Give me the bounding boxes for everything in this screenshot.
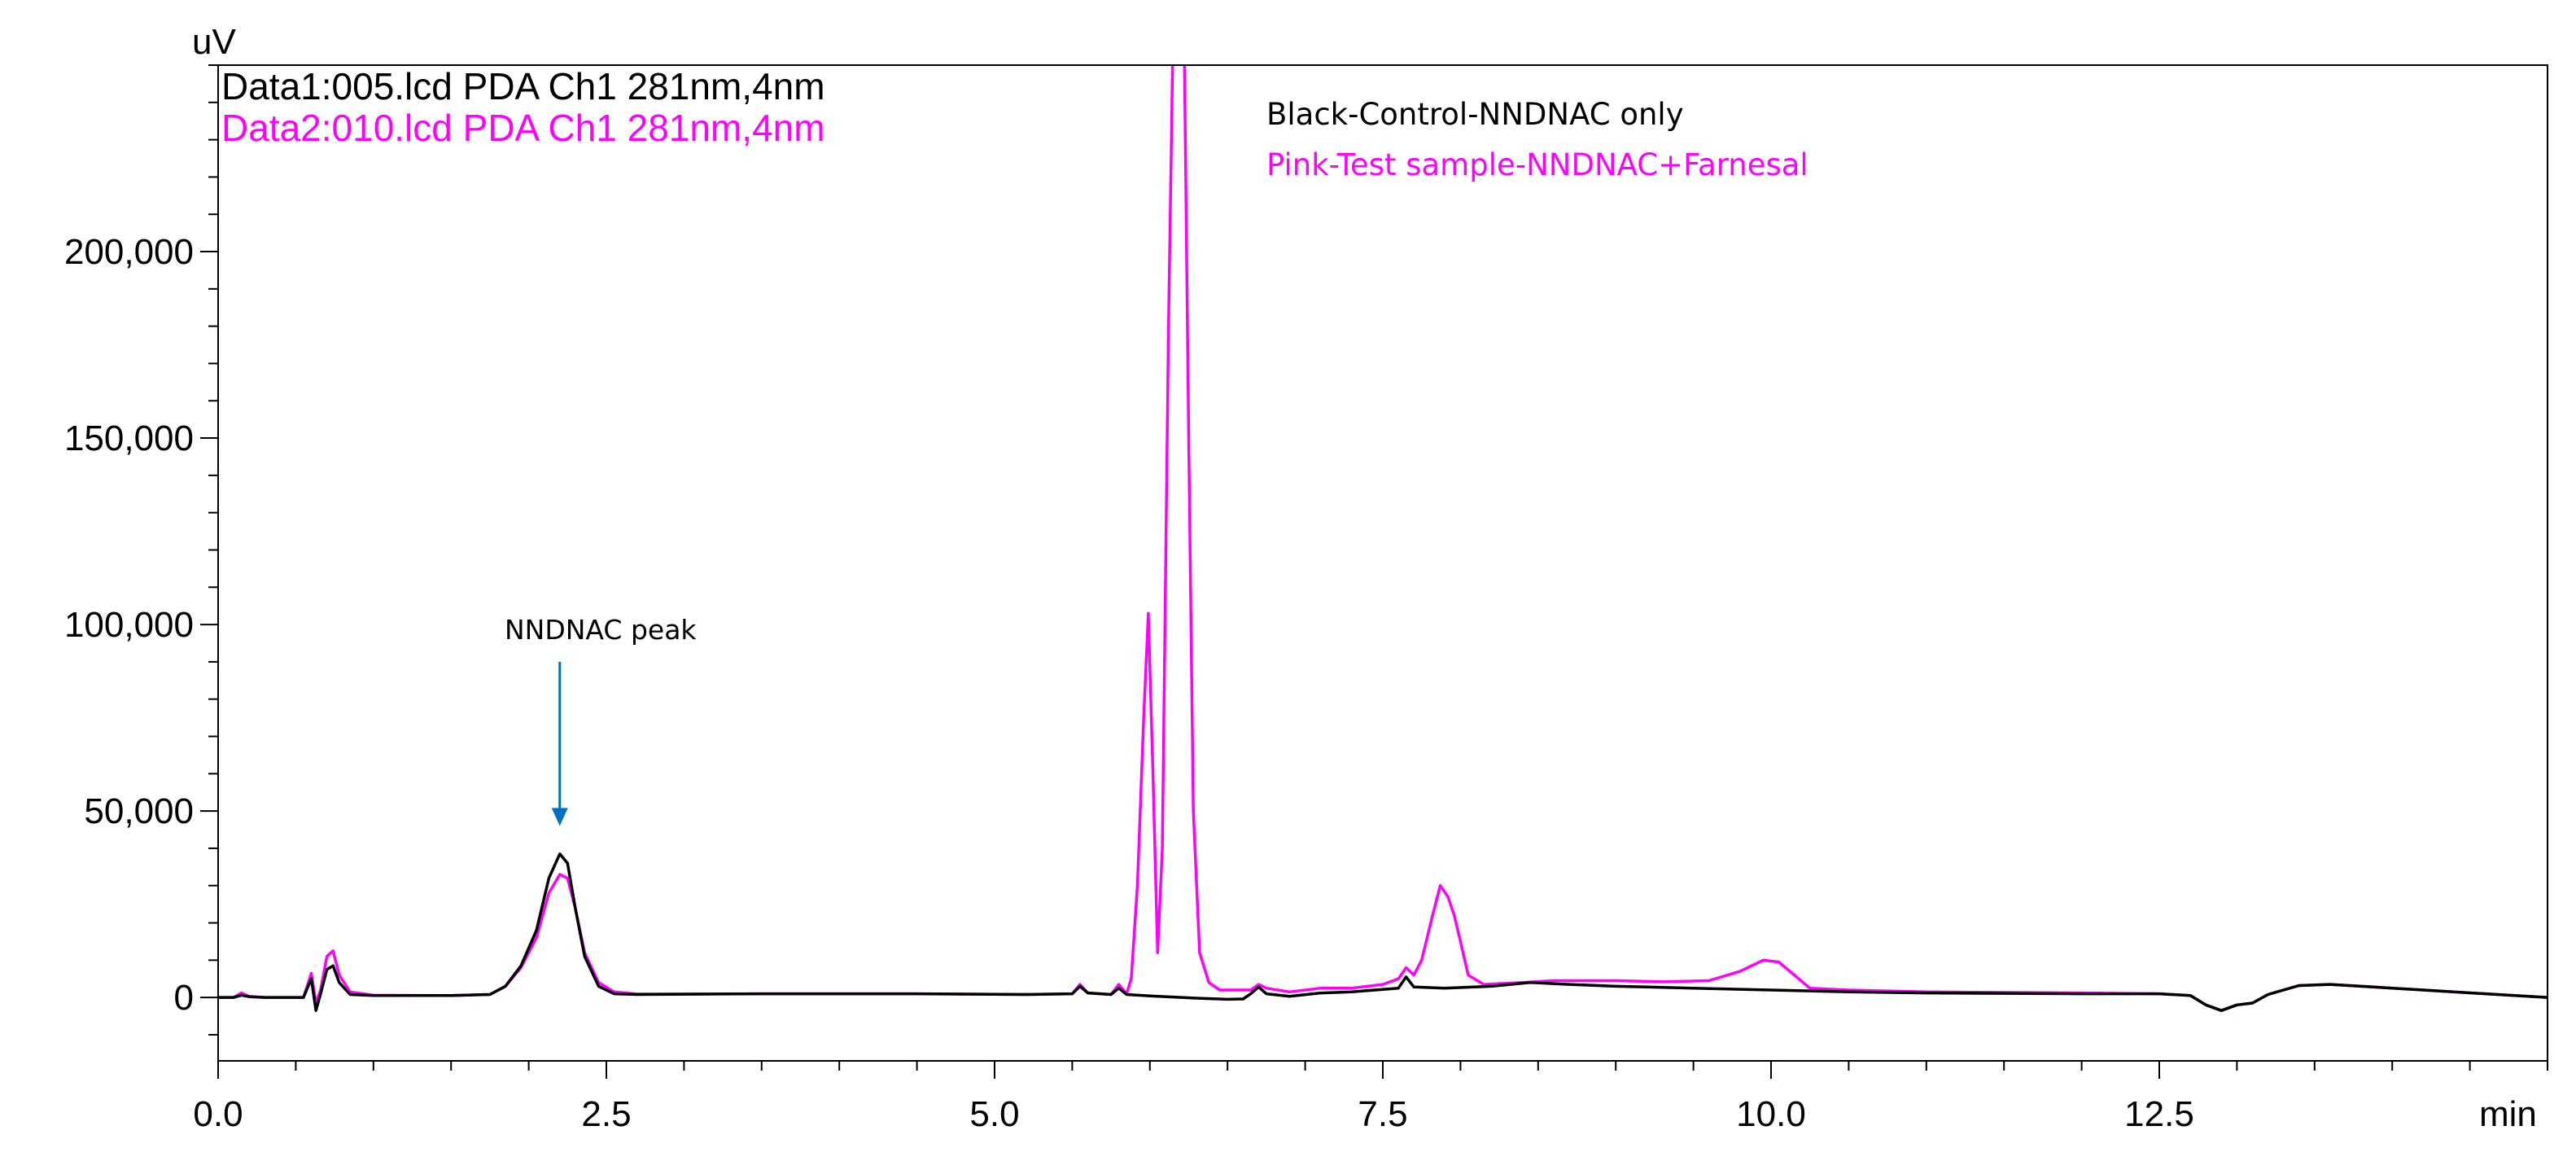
x-axis-ticks: 0.0 2.5 5.0 7.5 10.0 12.5: [193, 1061, 2548, 1134]
y-axis-ticks: 0 50,000 100,000 150,000 200,000: [64, 64, 218, 1036]
annotation-arrow-head: [551, 808, 568, 826]
y-tick-label: 50,000: [84, 791, 194, 831]
y-tick-label: 200,000: [64, 232, 194, 272]
x-axis-unit: min: [2479, 1094, 2537, 1134]
plot-frame: [217, 64, 2548, 1062]
x-tick-label: 12.5: [2124, 1094, 2194, 1134]
y-tick-label: 100,000: [64, 605, 194, 645]
y-tick-label: 150,000: [64, 418, 194, 458]
color-note: Black-Control-NNDNAC only: [1266, 97, 1684, 132]
legend-entry: Data1:005.lcd PDA Ch1 281nm,4nm: [221, 65, 825, 107]
x-tick-label: 7.5: [1358, 1094, 1407, 1134]
legend: Data1:005.lcd PDA Ch1 281nm,4nmData2:010…: [221, 65, 825, 149]
legend-entry: Data2:010.lcd PDA Ch1 281nm,4nm: [221, 107, 825, 149]
series-layer: [218, 65, 2548, 1012]
x-tick-label: 10.0: [1736, 1094, 1806, 1134]
y-tick-label: 0: [174, 978, 194, 1018]
x-tick-label: 0.0: [193, 1094, 243, 1134]
x-tick-label: 5.0: [969, 1094, 1019, 1134]
series-line-control: [218, 852, 2548, 1012]
x-tick-label: 2.5: [581, 1094, 631, 1134]
color-notes: Black-Control-NNDNAC only Pink-Test sampl…: [1266, 97, 1808, 182]
annotation-label: NNDNAC peak: [505, 614, 697, 646]
nndnac-peak-annotation: NNDNAC peak: [505, 614, 697, 826]
color-note: Pink-Test sample-NNDNAC+Farnesal: [1266, 147, 1808, 182]
y-axis-unit: uV: [192, 22, 236, 62]
